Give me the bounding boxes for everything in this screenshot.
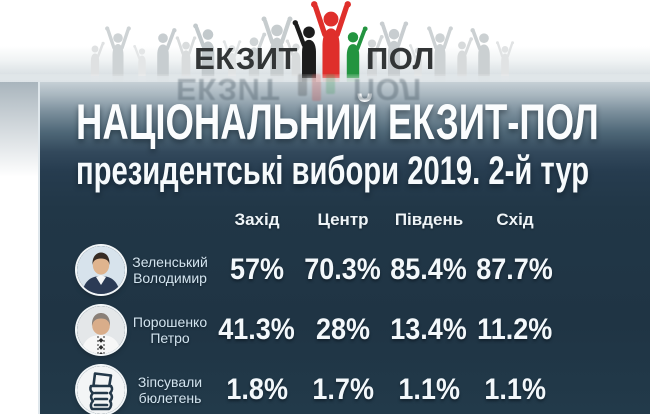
- result-value: 11.2%: [477, 313, 553, 346]
- result-value: 1.7%: [312, 373, 374, 406]
- left-margin-fade: [0, 82, 38, 177]
- zelensky-avatar: [77, 246, 125, 294]
- result-value: 57%: [229, 253, 285, 286]
- logo-text-ekzit: ЕКЗИТ: [194, 41, 298, 76]
- logo-reflection-figures: [297, 74, 335, 101]
- candidate-name: Зеленський Володимир: [132, 254, 208, 286]
- logo-banner: ЕКЗИТ ПОЛ: [0, 0, 650, 84]
- logo-reflection: ЕКЗИТ ПОЛ: [176, 72, 422, 107]
- results-table: Захід Центр Південь Схід: [40, 200, 650, 414]
- logo-reflection-text-pol: ПОЛ: [352, 72, 422, 107]
- result-value: 1.8%: [226, 373, 288, 406]
- column-header-west: Захід: [234, 210, 280, 229]
- raised-arms-figures-icon: [293, 1, 370, 78]
- result-value: 1.1%: [398, 373, 460, 406]
- candidate-name: Порошенко Петро: [132, 314, 208, 346]
- result-value: 1.1%: [484, 373, 546, 406]
- result-value: 28%: [315, 313, 371, 346]
- spoiled-ballot-icon: [77, 366, 125, 414]
- subtitle: президентські вибори 2019. 2-й тур: [76, 149, 590, 193]
- result-value: 41.3%: [218, 313, 296, 346]
- table-row-poroshenko: Порошенко Петро 41.3% 28% 13.4% 11.2%: [40, 300, 650, 360]
- result-value: 85.4%: [390, 253, 468, 286]
- logo-reflection-text-ekzit: ЕКЗИТ: [176, 72, 280, 107]
- result-value: 70.3%: [304, 253, 382, 286]
- table-row-zelensky: Зеленський Володимир 57% 70.3% 85.4% 87.…: [40, 240, 650, 300]
- row-label: Зіпсували бюлетень: [137, 374, 203, 406]
- table-header-row: Захід Центр Південь Схід: [40, 200, 650, 240]
- column-header-center: Центр: [317, 210, 369, 229]
- logo-text-pol: ПОЛ: [366, 41, 435, 76]
- result-value: 13.4%: [390, 313, 468, 346]
- crowd-silhouettes-graphic: [0, 0, 650, 84]
- main-title: НАЦІОНАЛЬНИЙ ЕКЗИТ-ПОЛ: [76, 94, 599, 150]
- poroshenko-avatar: [77, 306, 125, 354]
- results-panel: НАЦІОНАЛЬНИЙ ЕКЗИТ-ПОЛ президентські виб…: [38, 82, 650, 414]
- result-value: 87.7%: [476, 253, 554, 286]
- table-row-spoiled-ballots: Зіпсували бюлетень 1.8% 1.7% 1.1% 1.1%: [40, 360, 650, 414]
- column-header-east: Схід: [496, 210, 534, 229]
- column-header-south: Південь: [394, 210, 464, 229]
